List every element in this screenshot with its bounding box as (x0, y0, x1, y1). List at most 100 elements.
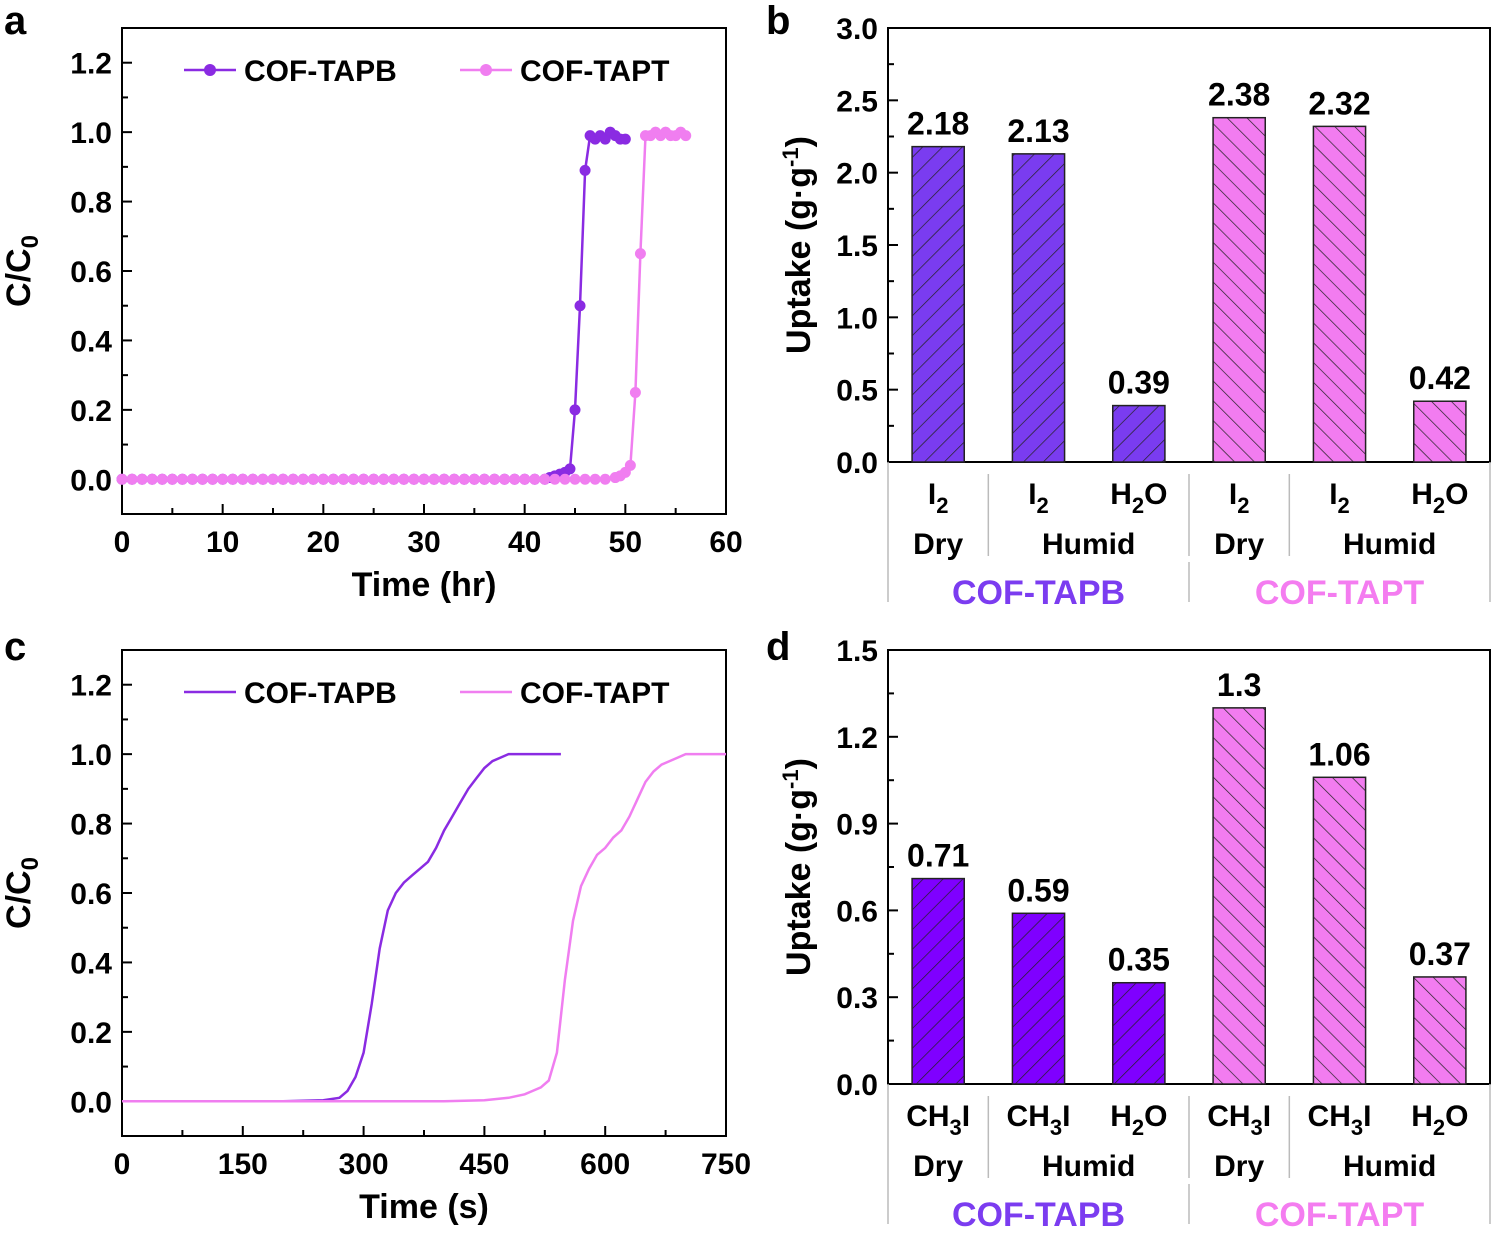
data-point (574, 300, 586, 312)
data-point (126, 473, 138, 485)
y-tick-label: 0.6 (70, 878, 112, 911)
y-tick-label: 1.0 (70, 739, 112, 772)
category-label: I2 (928, 478, 949, 518)
condition-label: Humid (1343, 528, 1436, 561)
x-tick-label: 40 (508, 526, 541, 559)
data-point (579, 473, 591, 485)
panel-letter-a: a (4, 0, 27, 43)
y-tick-label: 0.3 (836, 982, 878, 1015)
x-tick-label: 0 (114, 526, 131, 559)
group-label: COF-TAPT (1255, 1196, 1425, 1234)
data-point (136, 473, 148, 485)
category-label: CH3I (1308, 1100, 1372, 1140)
data-point (327, 473, 339, 485)
data-point (569, 404, 581, 416)
bar-hatch (1111, 981, 1166, 1085)
data-point (488, 473, 500, 485)
bar-hatch (1312, 776, 1367, 1085)
data-point (116, 473, 128, 485)
bar-value-label: 2.18 (907, 106, 969, 142)
category-label: I2 (1028, 478, 1049, 518)
bar-hatch (1212, 116, 1267, 463)
data-point (680, 130, 692, 142)
legend-marker (480, 64, 492, 76)
data-point (438, 473, 450, 485)
y-tick-label: 0.0 (836, 1069, 878, 1102)
y-tick-label: 0.2 (70, 1017, 112, 1050)
bar-hatch (1011, 912, 1066, 1085)
data-point (337, 473, 349, 485)
bar-value-label: 0.59 (1007, 872, 1069, 908)
data-point (509, 473, 521, 485)
y-tick-label: 1.5 (836, 230, 878, 263)
condition-label: Humid (1343, 1150, 1436, 1183)
bar-value-label: 0.71 (907, 838, 969, 874)
series-line-COF-TAPB (122, 752, 561, 1103)
data-point (549, 473, 561, 485)
category-label: H2O (1411, 478, 1468, 518)
data-point (398, 473, 410, 485)
category-label: I2 (1329, 478, 1350, 518)
bar-hatch (1212, 707, 1267, 1085)
y-tick-label: 1.0 (70, 117, 112, 150)
y-tick-label: 1.2 (836, 722, 878, 755)
y-tick-label: 0.9 (836, 809, 878, 842)
y-tick-label: 3.0 (836, 13, 878, 46)
legend-label: COF-TAPT (520, 55, 669, 88)
y-tick-label: 0.0 (70, 464, 112, 497)
y-tick-label: 2.0 (836, 158, 878, 191)
data-point (629, 387, 641, 398)
data-point (207, 473, 219, 485)
x-tick-label: 20 (307, 526, 340, 559)
panel-a-line-chart: 0.0 0.2 0.4 0.6 0.8 1.0 1.2 0 10 20 30 40 50 60 Time (… (0, 27, 743, 604)
data-point (368, 473, 380, 485)
y-tick-label: 0.0 (836, 447, 878, 480)
bar-hatch (1312, 125, 1367, 463)
data-point (166, 473, 178, 485)
data-point (146, 473, 158, 485)
data-point (297, 473, 309, 485)
group-label: COF-TAPB (952, 574, 1125, 612)
data-point (428, 473, 440, 485)
plot-frame (121, 27, 727, 515)
panel-b-bar-chart: 0.0 0.5 1.0 1.5 2.0 2.5 3.0 Uptake (g·g-1) 2.18 I… (778, 13, 1491, 612)
legend-label: COF-TAPT (520, 677, 669, 710)
panel-d-bar-chart: 0.0 0.3 0.6 0.9 1.2 1.5 Uptake (g·g-1) 0.71 CH3I… (778, 635, 1491, 1234)
y-axis-title: C/C0 (0, 857, 44, 929)
condition-label: Dry (913, 528, 963, 561)
x-tick-label: 600 (580, 1148, 630, 1181)
data-point (589, 473, 601, 485)
bar-hatch (1412, 400, 1467, 463)
data-point (599, 473, 611, 485)
condition-label: Dry (913, 1150, 963, 1183)
y-tick-label: 0.4 (70, 325, 112, 358)
y-tick-label: 0.6 (836, 895, 878, 928)
condition-label: Humid (1042, 1150, 1135, 1183)
panel-letter-d: d (766, 625, 790, 669)
data-point (186, 473, 198, 485)
bar-hatch (1011, 153, 1066, 463)
data-point (579, 164, 591, 176)
data-point (358, 473, 370, 485)
bar-value-label: 2.38 (1208, 77, 1270, 113)
bar-value-label: 2.13 (1007, 113, 1069, 149)
x-tick-label: 0 (114, 1148, 131, 1181)
bar-hatch (1111, 404, 1166, 463)
data-point (287, 473, 299, 485)
data-point (499, 473, 511, 485)
x-tick-label: 300 (339, 1148, 389, 1181)
data-point (227, 473, 239, 485)
bar-value-label: 1.3 (1217, 667, 1261, 703)
x-tick-label: 60 (709, 526, 742, 559)
condition-label: Humid (1042, 528, 1135, 561)
data-point (156, 473, 168, 485)
bar-value-label: 0.39 (1108, 365, 1170, 401)
y-tick-label: 0.2 (70, 395, 112, 428)
legend-label: COF-TAPB (244, 677, 397, 710)
data-point (468, 473, 480, 485)
legend-marker (204, 64, 216, 76)
data-point (564, 463, 576, 475)
bar-hatch (1412, 976, 1467, 1085)
x-tick-label: 750 (701, 1148, 751, 1181)
plot-frame (121, 649, 727, 1137)
